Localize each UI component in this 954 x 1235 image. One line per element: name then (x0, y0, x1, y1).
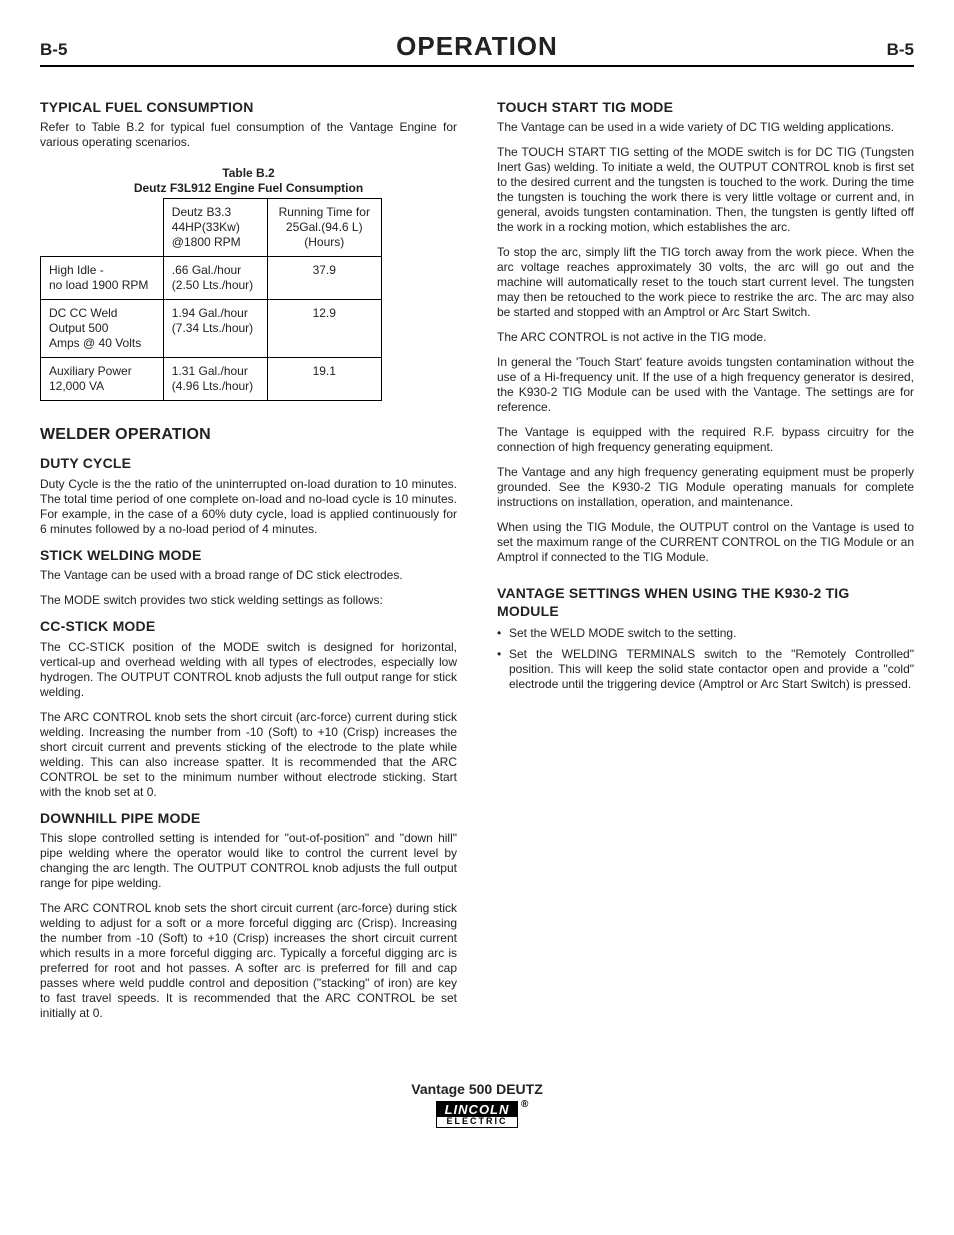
logo-top: LINCOLN (437, 1102, 518, 1117)
touch-start-p4: The ARC CONTROL is not active in the TIG… (497, 330, 914, 345)
table-row: DC CC Weld Output 500 Amps @ 40 Volts 1.… (41, 300, 382, 358)
list-item: Set the WELDING TERMINALS switch to the … (497, 647, 914, 692)
table-cell: 37.9 (267, 257, 381, 300)
downhill-text-2: The ARC CONTROL knob sets the short circ… (40, 901, 457, 1021)
list-item: Set the WELD MODE switch to the setting. (497, 626, 914, 641)
table-cell: High Idle - no load 1900 RPM (41, 257, 164, 300)
page-footer: Vantage 500 DEUTZ LINCOLN ELECTRIC (40, 1081, 914, 1128)
logo-bottom: ELECTRIC (437, 1117, 518, 1127)
cc-stick-heading: CC-STICK MODE (40, 618, 457, 636)
fuel-consumption-text: Refer to Table B.2 for typical fuel cons… (40, 120, 457, 150)
table-header-engine: Deutz B3.3 44HP(33Kw) @1800 RPM (163, 199, 267, 257)
stick-mode-heading: STICK WELDING MODE (40, 547, 457, 565)
lincoln-logo: LINCOLN ELECTRIC (436, 1101, 519, 1128)
touch-start-p5: In general the 'Touch Start' feature avo… (497, 355, 914, 415)
table-cell: .66 Gal./hour (2.50 Lts./hour) (163, 257, 267, 300)
touch-start-p2: The TOUCH START TIG setting of the MODE … (497, 145, 914, 235)
header-center: OPERATION (396, 30, 558, 63)
touch-start-p3: To stop the arc, simply lift the TIG tor… (497, 245, 914, 320)
touch-start-p7: The Vantage and any high frequency gener… (497, 465, 914, 510)
stick-mode-text-2: The MODE switch provides two stick weldi… (40, 593, 457, 608)
fuel-consumption-heading: TYPICAL FUEL CONSUMPTION (40, 99, 457, 117)
welder-operation-heading: WELDER OPERATION (40, 425, 457, 445)
table-cell: Auxiliary Power 12,000 VA (41, 358, 164, 401)
table-caption-2: Deutz F3L912 Engine Fuel Consumption (40, 181, 457, 196)
content-columns: TYPICAL FUEL CONSUMPTION Refer to Table … (40, 89, 914, 1032)
touch-start-heading: TOUCH START TIG MODE (497, 99, 914, 117)
footer-model: Vantage 500 DEUTZ (40, 1081, 914, 1099)
left-column: TYPICAL FUEL CONSUMPTION Refer to Table … (40, 89, 457, 1032)
vantage-settings-heading: VANTAGE SETTINGS WHEN USING THE K930-2 T… (497, 585, 914, 620)
table-row: Deutz B3.3 44HP(33Kw) @1800 RPM Running … (41, 199, 382, 257)
fuel-table: Deutz B3.3 44HP(33Kw) @1800 RPM Running … (40, 198, 382, 401)
downhill-text-1: This slope controlled setting is intende… (40, 831, 457, 891)
cc-stick-text-1: The CC-STICK position of the MODE switch… (40, 640, 457, 700)
settings-list: Set the WELD MODE switch to the setting.… (497, 626, 914, 692)
duty-cycle-text: Duty Cycle is the the ratio of the unint… (40, 477, 457, 537)
table-cell: 1.94 Gal./hour (7.34 Lts./hour) (163, 300, 267, 358)
table-header-runtime: Running Time for 25Gal.(94.6 L) (Hours) (267, 199, 381, 257)
cc-stick-text-2: The ARC CONTROL knob sets the short circ… (40, 710, 457, 800)
header-left: B-5 (40, 39, 67, 60)
table-caption-1: Table B.2 (40, 166, 457, 181)
table-row: High Idle - no load 1900 RPM .66 Gal./ho… (41, 257, 382, 300)
table-cell: 12.9 (267, 300, 381, 358)
table-cell: DC CC Weld Output 500 Amps @ 40 Volts (41, 300, 164, 358)
touch-start-p1: The Vantage can be used in a wide variet… (497, 120, 914, 135)
touch-start-p6: The Vantage is equipped with the require… (497, 425, 914, 455)
table-header-empty (41, 199, 164, 257)
downhill-heading: DOWNHILL PIPE MODE (40, 810, 457, 828)
table-cell: 1.31 Gal./hour (4.96 Lts./hour) (163, 358, 267, 401)
page-header: B-5 OPERATION B-5 (40, 30, 914, 67)
touch-start-p8: When using the TIG Module, the OUTPUT co… (497, 520, 914, 565)
duty-cycle-heading: DUTY CYCLE (40, 455, 457, 473)
header-right: B-5 (887, 39, 914, 60)
stick-mode-text-1: The Vantage can be used with a broad ran… (40, 568, 457, 583)
table-cell: 19.1 (267, 358, 381, 401)
right-column: TOUCH START TIG MODE The Vantage can be … (497, 89, 914, 1032)
table-row: Auxiliary Power 12,000 VA 1.31 Gal./hour… (41, 358, 382, 401)
